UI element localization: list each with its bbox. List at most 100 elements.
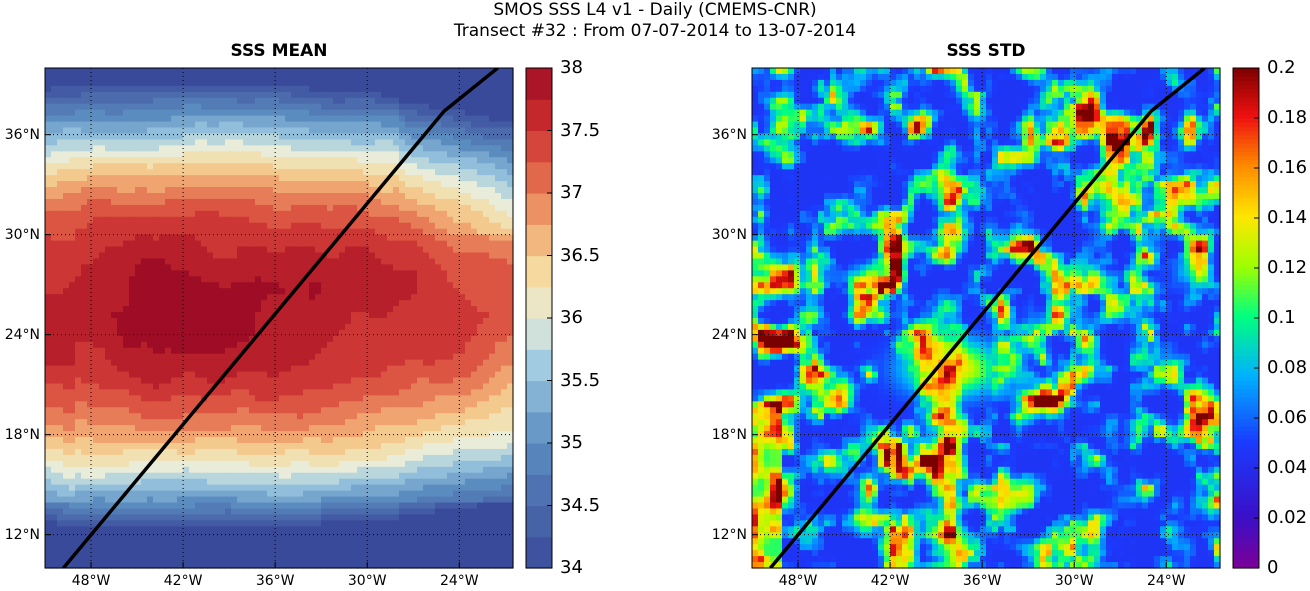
map-cell [501,276,508,283]
map-cell [375,133,382,141]
map-cell [159,431,166,438]
map-cell [153,187,160,194]
map-cell [399,139,406,146]
map-cell [345,68,352,75]
map-cell [423,318,430,325]
map-cell [453,407,460,414]
map-cell [441,383,448,391]
map-cell [327,377,334,385]
map-cell [225,258,232,266]
map-cell [165,151,172,158]
map-cell [99,115,106,123]
map-cell [261,228,268,236]
map-cell [291,240,298,248]
map-cell [147,258,154,266]
map-cell [225,151,232,158]
map-cell [375,193,382,200]
map-cell [435,300,442,307]
map-cell [75,443,82,450]
map-cell [423,413,430,420]
map-cell [117,389,124,396]
map-cell [381,258,388,266]
map-cell [267,371,274,379]
map-cell [495,276,502,283]
map-cell [135,300,142,307]
map-cell [387,341,394,349]
map-cell [99,252,106,260]
map-cell [261,407,268,414]
map-cell [273,228,280,236]
map-cell [309,306,316,313]
map-cell [441,240,448,248]
map-cell [393,258,400,266]
map-cell [195,383,202,391]
map-cell [69,193,76,200]
map-cell [57,145,64,152]
map-cell [441,127,448,135]
map-cell [309,389,316,396]
map-cell [447,109,454,117]
map-cell [315,193,322,200]
map-cell [111,323,118,331]
map-cell [393,323,400,331]
map-cell [195,306,202,313]
map-cell [147,437,154,444]
map-cell [225,187,232,194]
map-cell [117,169,124,176]
map-cell [333,258,340,266]
map-cell [363,222,370,230]
map-cell [453,413,460,420]
map-cell [399,127,406,135]
map-cell [321,234,328,242]
map-cell [249,323,256,331]
map-cell [327,312,334,319]
map-cell [453,145,460,152]
map-cell [477,294,484,301]
map-cell [273,270,280,277]
map-cell [93,68,100,75]
map-cell [267,443,274,450]
map-cell [81,252,88,260]
map-cell [471,193,478,200]
map-cell [243,133,250,141]
map-cell [93,234,100,242]
map-cell [135,187,142,194]
map-cell [303,347,310,355]
map-cell [501,240,508,248]
map-cell [195,419,202,426]
map-cell [303,431,310,438]
map-cell [411,181,418,188]
map-cell [159,145,166,152]
map-cell [357,419,364,426]
map-cell [501,323,508,331]
map-cell [381,401,388,408]
map-cell [99,353,106,361]
map-cell [201,246,208,254]
map-cell [477,240,484,248]
map-cell [261,127,268,135]
map-cell [363,312,370,319]
map-cell [429,264,436,271]
map-cell [45,365,52,373]
map-cell [489,437,496,444]
map-cell [123,371,130,379]
map-cell [111,198,118,206]
map-cell [69,85,76,93]
map-cell [213,282,220,289]
map-cell [261,91,268,99]
map-cell [141,103,148,111]
map-cell [441,365,448,373]
map-cell [417,288,424,295]
map-cell [381,163,388,170]
map-cell [303,282,310,289]
map-cell [453,395,460,402]
map-cell [315,359,322,367]
map-cell [471,175,478,182]
map-cell [189,68,196,75]
map-cell [255,91,262,99]
map-cell [345,347,352,355]
map-cell [309,228,316,236]
map-cell [261,419,268,426]
map-cell [195,68,202,75]
map-cell [195,329,202,337]
